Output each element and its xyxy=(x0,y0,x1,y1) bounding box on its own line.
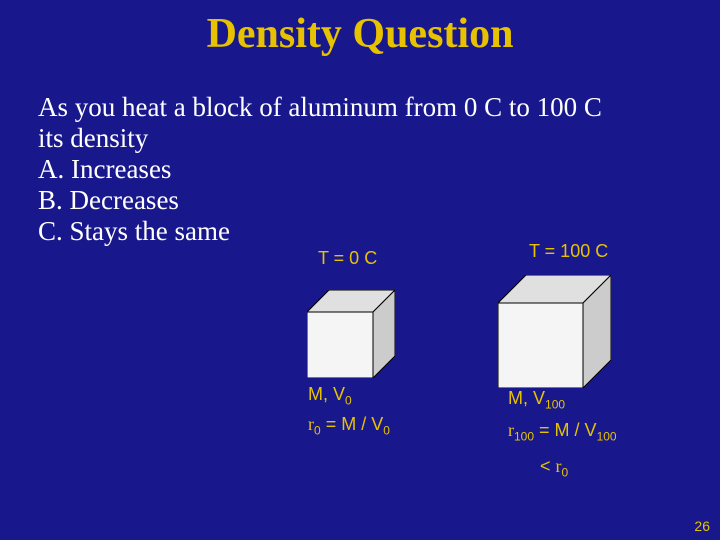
left-mv-label: M, V0 xyxy=(308,384,352,408)
option-a: A. Increases xyxy=(38,154,618,185)
question-line-1: As you heat a block of aluminum from 0 C… xyxy=(38,92,618,123)
question-block: As you heat a block of aluminum from 0 C… xyxy=(38,92,618,247)
slide: Density Question As you heat a block of … xyxy=(0,0,720,540)
left-rho-label: r0 = M / V0 xyxy=(308,414,390,438)
left-cube xyxy=(307,290,395,378)
left-temp-label: T = 0 C xyxy=(318,248,377,269)
page-number: 26 xyxy=(694,518,710,534)
right-temp-label: T = 100 C xyxy=(529,241,608,262)
right-rho-label: r100 = M / V100 xyxy=(508,420,617,444)
right-mv-label: M, V100 xyxy=(508,388,565,412)
slide-title: Density Question xyxy=(0,10,720,58)
option-b: B. Decreases xyxy=(38,185,618,216)
right-cube xyxy=(498,275,611,388)
right-compare-label: < r0 xyxy=(540,456,568,480)
question-line-2: its density xyxy=(38,123,618,154)
